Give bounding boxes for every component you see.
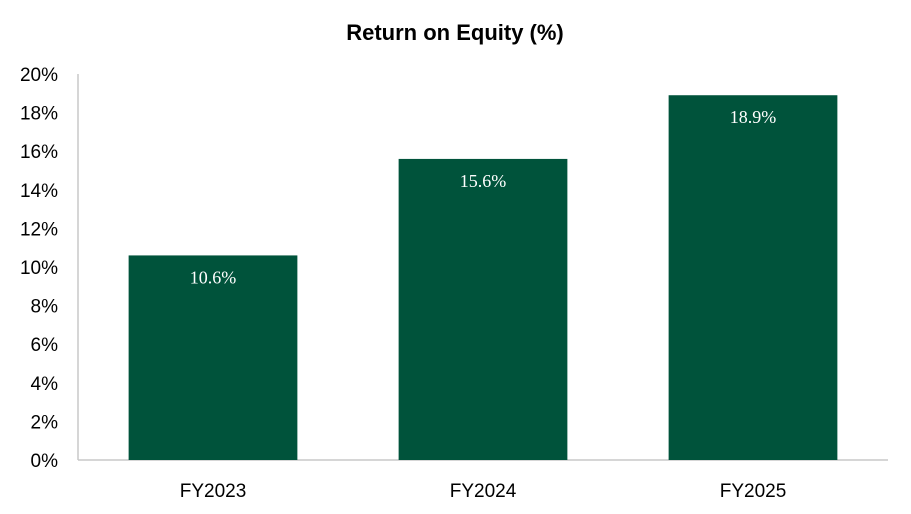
chart-title: Return on Equity (%) bbox=[346, 20, 564, 45]
y-tick-label: 4% bbox=[31, 374, 59, 395]
data-label: 15.6% bbox=[460, 171, 507, 191]
bar-series bbox=[128, 95, 838, 461]
data-labels: 10.6% 15.6% 18.9% bbox=[190, 107, 777, 287]
data-label: 18.9% bbox=[730, 107, 777, 127]
y-tick-label: 2% bbox=[31, 412, 59, 433]
bar-fy2023 bbox=[128, 255, 298, 460]
x-tick-label: FY2023 bbox=[180, 481, 247, 502]
y-tick-label: 14% bbox=[20, 181, 58, 202]
data-label: 10.6% bbox=[190, 267, 237, 287]
y-tick-label: 18% bbox=[20, 104, 58, 125]
y-axis: 0% 2% 4% 6% 8% 10% 12% 14% 16% 18% 20% bbox=[20, 65, 79, 472]
x-axis: FY2023 FY2024 FY2025 bbox=[78, 459, 888, 502]
bar-fy2024 bbox=[398, 158, 568, 461]
x-tick-label: FY2025 bbox=[720, 481, 787, 502]
y-tick-label: 10% bbox=[20, 258, 58, 279]
y-tick-label: 20% bbox=[20, 65, 58, 86]
y-tick-label: 12% bbox=[20, 219, 58, 240]
y-tick-label: 0% bbox=[31, 451, 59, 472]
y-tick-label: 6% bbox=[31, 335, 59, 356]
y-tick-label: 16% bbox=[20, 142, 58, 163]
y-tick-label: 8% bbox=[31, 297, 59, 318]
bar-fy2025 bbox=[668, 95, 838, 460]
x-tick-label: FY2024 bbox=[450, 481, 517, 502]
